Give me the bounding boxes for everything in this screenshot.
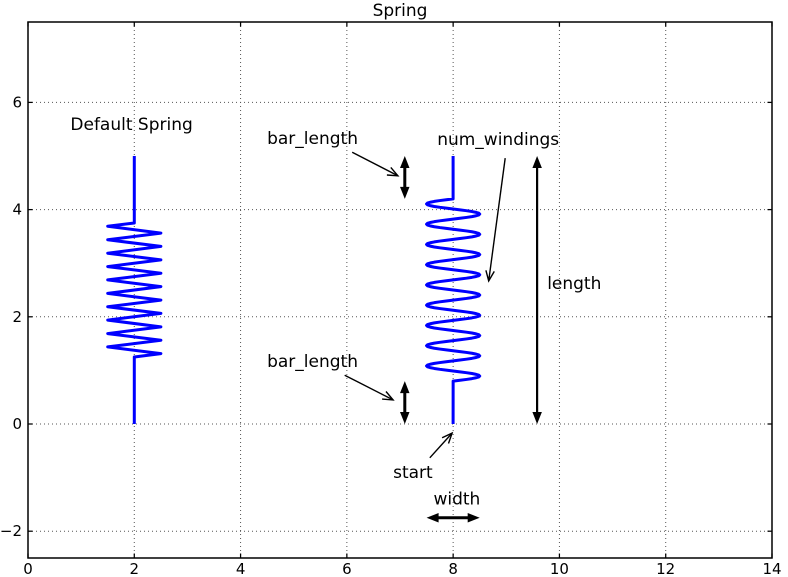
plot-background <box>28 22 772 558</box>
double-arrowhead <box>532 156 542 168</box>
annotation-text: length <box>547 274 601 294</box>
double-arrowhead <box>400 412 410 424</box>
x-tick-label: 6 <box>342 560 352 577</box>
double-arrowhead <box>532 412 542 424</box>
y-tick-label: 6 <box>12 93 22 111</box>
annotation-arrow-line <box>429 432 453 459</box>
annotation-text: Default Spring <box>70 115 192 135</box>
chart-title: Spring <box>373 1 428 21</box>
annotation-arrow-line <box>488 158 506 281</box>
annotated-spring <box>425 156 482 425</box>
y-tick-label: −2 <box>0 522 22 540</box>
annotation-text: bar_length <box>267 129 358 149</box>
annotation-text: num_windings <box>437 130 559 150</box>
annotation-arrowhead <box>386 166 400 177</box>
y-tick-label: 4 <box>12 201 22 219</box>
double-arrowhead <box>400 156 410 168</box>
annotation-text: width <box>433 490 480 510</box>
x-tick-label: 8 <box>448 560 458 577</box>
x-tick-label: 12 <box>656 560 675 577</box>
annotation-text: start <box>393 463 433 483</box>
y-tick-label: 2 <box>12 308 22 326</box>
double-arrowhead <box>467 513 480 523</box>
annotation-text: bar_length <box>267 352 358 372</box>
annotation-arrowhead <box>441 431 454 444</box>
double-arrowhead <box>400 381 410 394</box>
x-tick-label: 14 <box>762 560 781 577</box>
x-tick-label: 4 <box>236 560 246 577</box>
annotation-arrowhead <box>485 270 495 283</box>
default-spring <box>106 156 163 424</box>
double-arrowhead <box>400 186 410 199</box>
plot-border <box>27 21 773 559</box>
x-tick-label: 10 <box>550 560 569 577</box>
double-arrowhead <box>426 513 439 523</box>
x-tick-label: 0 <box>23 560 33 577</box>
annotation-arrow-line <box>351 151 399 177</box>
y-tick-label: 0 <box>12 415 22 433</box>
x-tick-label: 2 <box>130 560 140 577</box>
annotation-arrow-line <box>344 374 394 401</box>
annotation-arrowhead <box>382 391 395 401</box>
